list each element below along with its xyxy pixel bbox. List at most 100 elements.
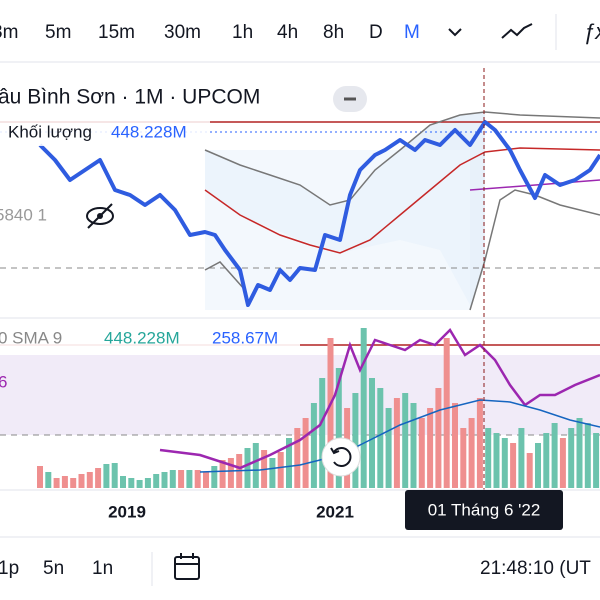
volume-bar	[476, 398, 483, 488]
price-series	[38, 120, 600, 307]
date-tooltip	[405, 490, 563, 530]
interval-button[interactable]: 5m	[45, 22, 71, 43]
volume-bar	[169, 470, 176, 488]
volume-bar	[153, 474, 160, 488]
ma-line	[469, 179, 600, 191]
side-value: 6	[0, 372, 7, 391]
volume-bar	[178, 470, 185, 488]
volume-bar	[468, 418, 475, 488]
volume-bar	[227, 458, 234, 488]
volume-bar	[443, 338, 450, 488]
hidden-indicator: 5840 1	[0, 205, 47, 224]
volume-bar	[194, 470, 201, 488]
symbol-title: âu Bình Sơn · 1M · UPCOM	[0, 86, 260, 109]
x-label: 2021	[316, 502, 354, 521]
band-fill	[205, 150, 470, 310]
volume-bar	[452, 403, 458, 488]
oscillator-line	[159, 327, 600, 470]
indicator-icon[interactable]: ƒx	[583, 19, 600, 44]
volume-bar	[277, 452, 284, 488]
volume-bar	[360, 328, 367, 488]
clock: 21:48:10 (UT	[480, 558, 591, 579]
volume-bar	[219, 460, 226, 488]
volume-bar	[128, 478, 135, 488]
volume-bar	[410, 403, 417, 488]
middle-band	[204, 147, 600, 254]
sma-line	[199, 399, 600, 473]
volume-bar	[53, 478, 60, 488]
interval-button[interactable]: 30m	[164, 22, 201, 43]
volume-bar	[377, 388, 384, 488]
volume-bar	[551, 423, 558, 488]
replay-button[interactable]	[321, 437, 361, 477]
volume-bar	[252, 443, 259, 488]
volume-bar	[161, 472, 168, 488]
volume-bar	[186, 470, 193, 488]
volume-bar	[244, 448, 251, 488]
volume-bar	[543, 433, 550, 488]
volume-bar	[593, 433, 600, 488]
volume-bar	[576, 418, 583, 488]
range-button[interactable]: 5n	[43, 558, 64, 579]
volume-bar	[352, 393, 359, 488]
sma-fill	[0, 355, 600, 435]
lower-band	[204, 261, 246, 291]
volume-label: Khối lượng	[8, 122, 92, 141]
volume-bar	[78, 474, 85, 488]
interval-button[interactable]: M	[404, 22, 420, 43]
volume-bar	[526, 453, 533, 488]
lower-band	[469, 189, 600, 311]
volume-bar	[402, 393, 409, 488]
volume-bar	[294, 428, 301, 488]
volume-bar	[120, 476, 126, 488]
volume-bar	[510, 443, 517, 488]
legend-bg	[0, 326, 300, 352]
volume-bar	[584, 423, 591, 488]
range-button[interactable]: 1p	[0, 558, 19, 579]
legend-bg	[0, 120, 210, 146]
volume-bar	[393, 398, 400, 488]
volume-bar	[95, 468, 102, 488]
interval-button[interactable]: 3m	[0, 22, 18, 43]
hidden-icon[interactable]	[86, 203, 114, 229]
volume-bar	[559, 438, 566, 488]
volume-bar	[302, 418, 309, 488]
sma-value: 258.67M	[212, 328, 278, 347]
interval-button[interactable]: 1h	[232, 22, 253, 43]
volume-bar	[103, 464, 110, 488]
volume-bar	[136, 480, 143, 488]
interval-button[interactable]: 8h	[323, 22, 344, 43]
volume-bar	[327, 338, 334, 488]
volume-bar	[70, 478, 77, 488]
volume-bar	[385, 408, 392, 488]
volume-bar	[535, 443, 541, 488]
volume-bar	[286, 438, 292, 488]
volume-bar	[369, 378, 375, 488]
volume-bar	[203, 472, 209, 488]
volume-bar	[211, 466, 218, 488]
sma-label: 0 SMA 9	[0, 328, 62, 347]
volume-bar	[501, 438, 508, 488]
volume-value: 448.228M	[111, 122, 187, 141]
volume-bar	[335, 368, 342, 488]
volume-bar	[111, 463, 118, 488]
volume-bar	[493, 433, 500, 488]
interval-button[interactable]: 15m	[98, 22, 135, 43]
volume-bar	[518, 428, 525, 488]
range-button[interactable]: 1n	[92, 558, 113, 579]
interval-button[interactable]: 4h	[277, 22, 298, 43]
upper-band	[204, 111, 600, 206]
volume-bar	[61, 476, 68, 488]
volume-bar	[568, 428, 575, 488]
interval-bar: 3m 5m 15m 30m 1h 4h 8h DM	[0, 22, 420, 43]
interval-button[interactable]: D	[369, 22, 383, 43]
volume-bars	[37, 328, 600, 488]
goto-date-icon[interactable]	[174, 553, 200, 580]
tooltip-date: 01 Tháng 6 '22	[428, 500, 541, 519]
volume-bar	[460, 428, 467, 488]
chart-style-icon[interactable]	[501, 23, 533, 39]
chevron[interactable]	[448, 28, 462, 37]
volume-bar	[310, 403, 317, 488]
